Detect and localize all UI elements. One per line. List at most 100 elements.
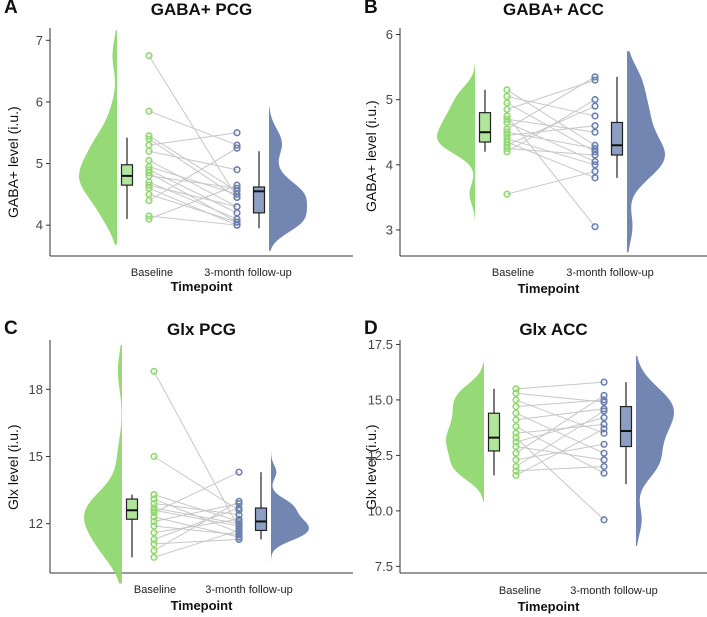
baseline-point [512,416,520,424]
y-tick-label: 7 [36,33,43,48]
x-tick-label: Baseline [499,585,541,597]
paired-line [515,399,605,434]
paired-line [506,76,596,130]
x-axis-title: Timepoint [517,599,580,614]
followup-box [610,121,624,156]
x-tick-label: Baseline [492,267,534,279]
y-tick-label: 12.5 [368,448,393,463]
paired-line [515,381,605,390]
paired-line [153,529,240,558]
paired-line [148,147,238,201]
followup-point [591,223,599,231]
followup-point [591,151,599,159]
baseline-point [145,132,153,140]
paired-line [148,193,238,223]
baseline-box [487,412,501,452]
baseline-point [150,495,158,503]
followup-point [591,122,599,130]
baseline-point [150,367,158,375]
paired-line [515,408,605,421]
followup-point [233,181,241,189]
baseline-point [150,490,158,499]
paired-line [515,399,605,408]
baseline-point [145,181,153,189]
y-tick-label: 4 [386,157,393,172]
baseline-point [150,499,158,508]
baseline-point [512,456,520,464]
followup-point [233,218,241,226]
followup-point [600,396,608,404]
baseline-density-cloud [79,30,117,245]
x-tick-label: Baseline [134,584,176,596]
followup-point [600,516,608,524]
chart-svg: 3 4 5 6 Baseline 3-month follow-up [386,27,707,279]
x-tick-label: 3-month follow-up [566,267,653,279]
baseline-point [150,513,158,521]
baseline-point [503,125,511,133]
followup-point [235,497,243,505]
followup-point [235,468,243,476]
paired-line [515,465,605,472]
paired-line [515,395,605,454]
paired-line [148,187,238,226]
baseline-point [512,462,520,471]
baseline-point [145,52,153,60]
y-tick-label: 18 [29,382,43,397]
followup-point [233,221,241,229]
baseline-point [503,128,511,136]
followup-point [600,462,608,471]
followup-point [600,469,608,477]
paired-line [148,132,238,146]
followup-point [600,449,608,457]
followup-point [233,184,241,192]
paired-line [515,446,605,461]
x-axis-title: Timepoint [517,281,580,296]
y-tick-label: 3 [386,222,393,237]
baseline-point [150,553,158,561]
x-tick-label: 3-month follow-up [204,267,291,279]
baseline-point [150,517,158,526]
baseline-density-cloud [437,64,475,220]
followup-point [235,522,243,530]
followup-point [600,414,608,422]
baseline-point [503,148,511,156]
followup-point [233,144,241,152]
baseline-point [512,442,520,451]
baseline-point [512,449,520,457]
paired-line [506,131,596,150]
x-axis-title: Timepoint [170,279,233,294]
paired-line [148,110,238,146]
baseline-point [512,434,520,442]
baseline-point [150,529,158,537]
paired-line [153,500,240,552]
baseline-point [512,438,520,446]
followup-point [591,161,599,169]
baseline-point [150,535,158,543]
baseline-point [503,86,511,94]
paired-line [506,141,596,179]
baseline-point [512,402,520,411]
baseline-point [145,212,153,220]
x-tick-label: Baseline [131,267,173,279]
baseline-point [512,385,520,393]
baseline-point [512,409,520,417]
followup-point [600,440,608,448]
followup-point [591,96,599,104]
baseline-density-cloud [84,345,122,584]
paired-line [506,99,596,153]
baseline-density-cloud [446,362,484,502]
chart-title: GABA+ PCG [150,0,253,19]
panel-b-gaba-acc: B GABA+ ACC GABA+ level (i.u.) 3 4 5 6 Basel… [360,0,707,305]
x-tick-label: 3-month follow-up [570,585,657,597]
baseline-point [145,196,153,205]
followup-point [591,128,599,136]
followup-point [591,102,599,110]
paired-line [153,538,240,545]
followup-point [591,112,599,120]
baseline-point [503,105,511,114]
paired-line [515,426,605,474]
paired-line [153,371,240,529]
chart-svg: 4 5 6 7 Baseline 3-month follow-up [36,28,353,279]
paired-line [153,503,240,522]
paired-line [506,95,596,117]
